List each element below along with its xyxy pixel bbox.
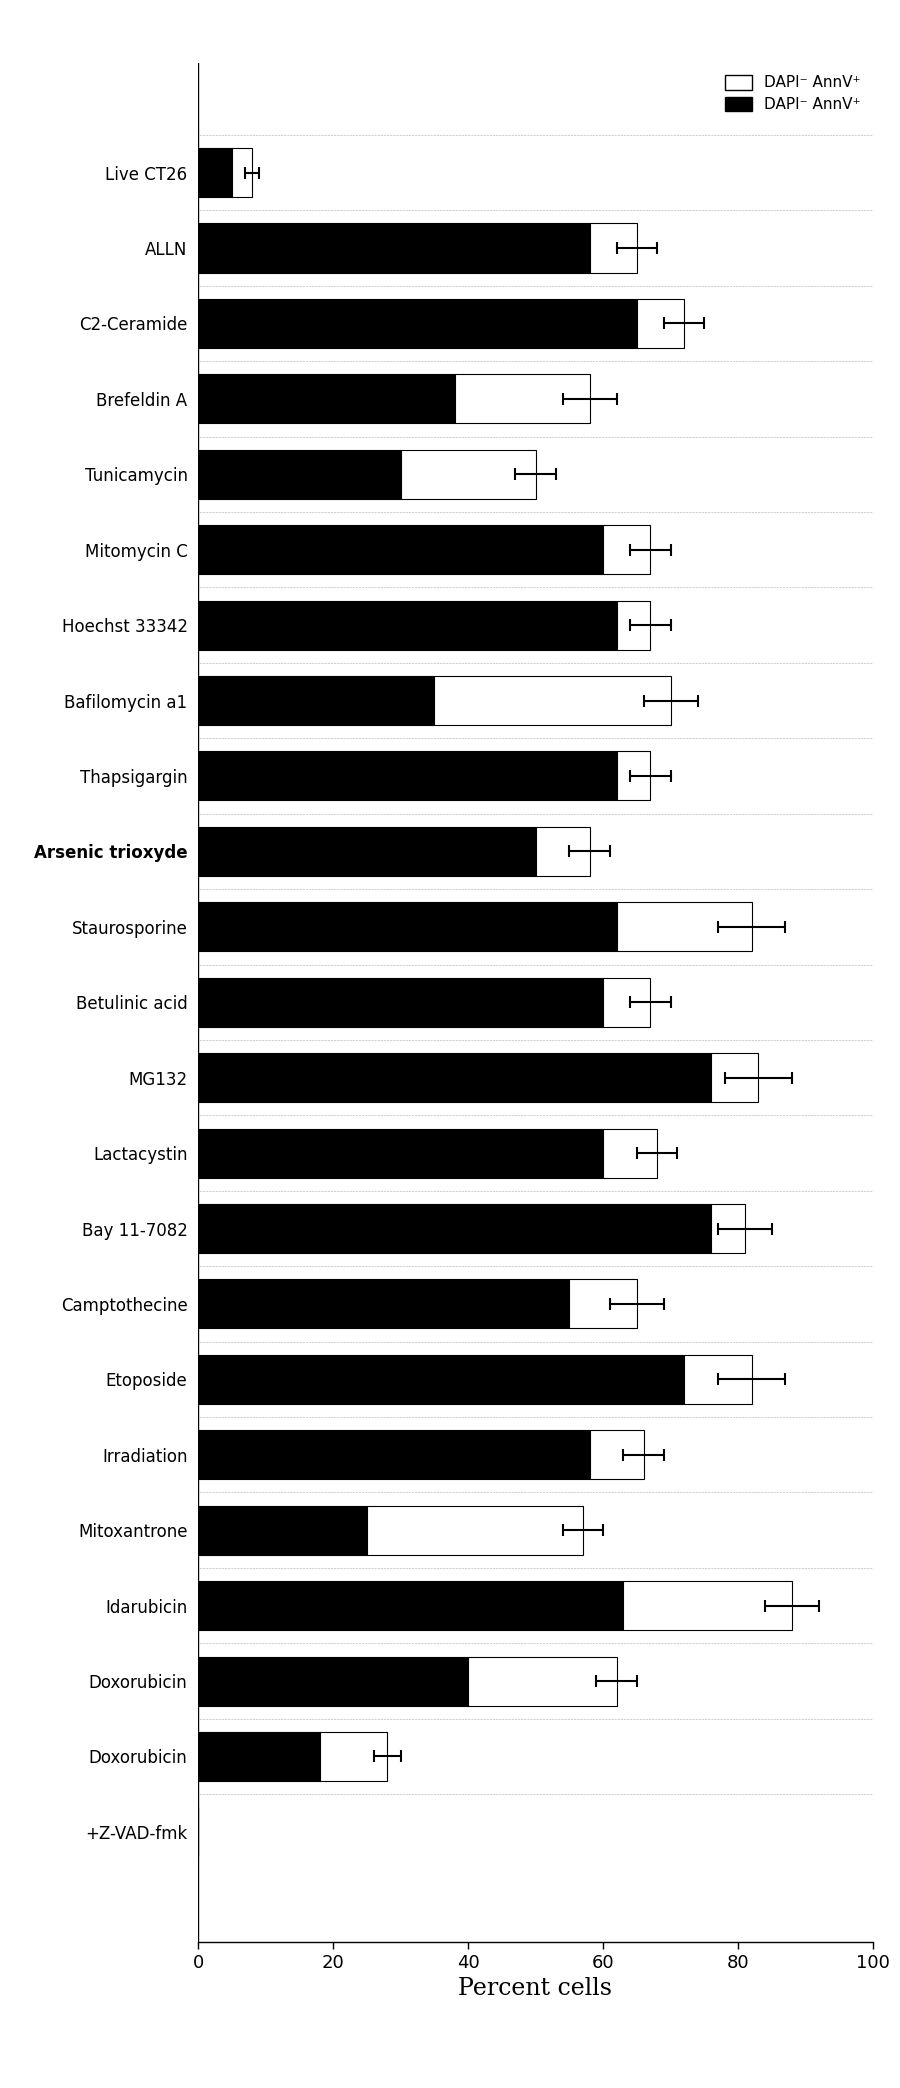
Bar: [616, 601, 650, 649]
Bar: [198, 1205, 711, 1253]
Bar: [590, 1430, 644, 1478]
Bar: [198, 601, 616, 649]
Bar: [603, 1130, 657, 1178]
Bar: [232, 148, 252, 196]
Bar: [616, 902, 751, 952]
Bar: [198, 677, 434, 725]
Bar: [590, 223, 637, 274]
Bar: [367, 1505, 583, 1556]
Bar: [198, 902, 616, 952]
Bar: [684, 1355, 752, 1403]
Bar: [603, 526, 650, 574]
Bar: [536, 827, 590, 875]
Bar: [616, 752, 650, 800]
Bar: [637, 299, 684, 349]
Bar: [198, 526, 603, 574]
Bar: [434, 677, 670, 725]
Bar: [198, 449, 400, 499]
Bar: [198, 1355, 684, 1403]
Bar: [603, 977, 650, 1027]
Bar: [198, 827, 536, 875]
Bar: [198, 1581, 623, 1631]
X-axis label: Percent cells: Percent cells: [458, 1977, 613, 2000]
Bar: [198, 752, 616, 800]
Bar: [198, 299, 637, 349]
Bar: [623, 1581, 792, 1631]
Bar: [400, 449, 536, 499]
Bar: [468, 1656, 616, 1706]
Bar: [198, 1280, 569, 1328]
Legend: DAPI⁻ AnnV⁺, DAPI⁻ AnnV⁺: DAPI⁻ AnnV⁺, DAPI⁻ AnnV⁺: [720, 71, 866, 117]
Bar: [198, 1130, 603, 1178]
Bar: [198, 1052, 711, 1102]
Bar: [569, 1280, 637, 1328]
Bar: [711, 1205, 745, 1253]
Bar: [454, 374, 590, 424]
Bar: [711, 1052, 758, 1102]
Bar: [198, 1656, 468, 1706]
Bar: [198, 1505, 367, 1556]
Bar: [198, 977, 603, 1027]
Bar: [198, 148, 232, 196]
Bar: [198, 1731, 320, 1781]
Bar: [198, 223, 590, 274]
Bar: [198, 374, 454, 424]
Bar: [320, 1731, 387, 1781]
Bar: [198, 1430, 590, 1478]
